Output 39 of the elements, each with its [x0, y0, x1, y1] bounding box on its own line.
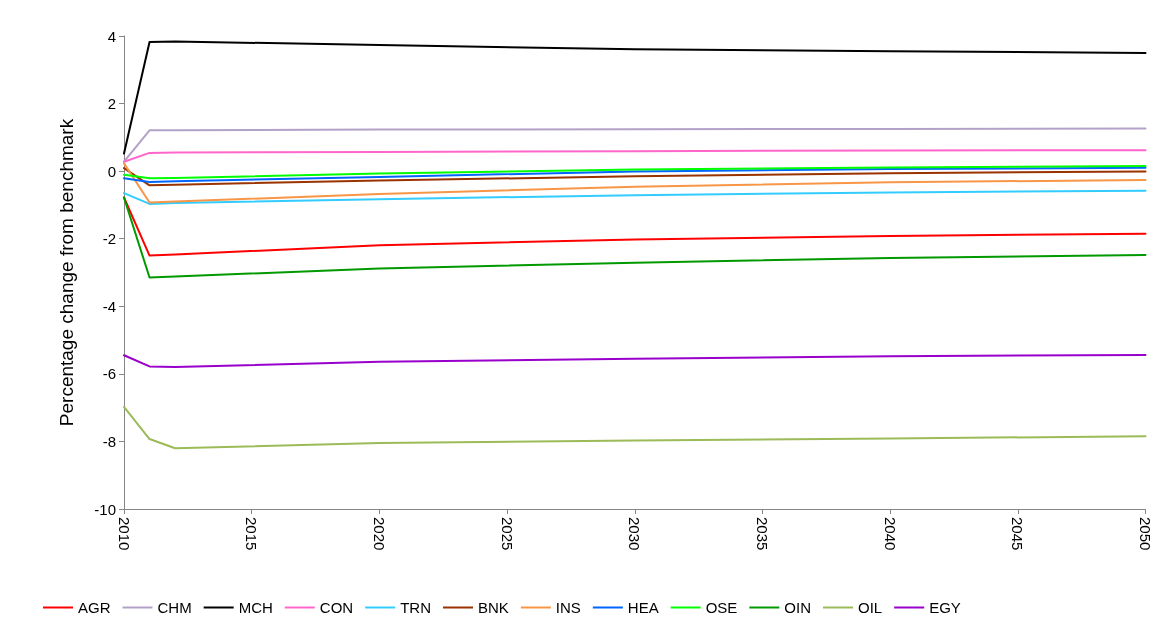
legend-label: INS	[555, 599, 581, 616]
legend-label: OSE	[705, 599, 738, 616]
legend-label: TRN	[400, 599, 431, 616]
y-tick-label: -10	[94, 500, 116, 518]
y-tick-label: 2	[107, 95, 116, 113]
y-tick-label: -2	[102, 230, 116, 248]
y-tick-label: -6	[102, 365, 116, 383]
line-series	[123, 149, 1147, 163]
legend-label: CHM	[157, 599, 192, 616]
line-series	[123, 405, 1147, 450]
legend-label: AGR	[78, 599, 111, 616]
y-tick-label: -8	[102, 432, 116, 450]
x-tick-label: 2015	[243, 517, 261, 551]
x-tick-label: 2045	[1009, 517, 1027, 551]
line-series	[123, 127, 1147, 163]
line-series	[123, 353, 1147, 369]
x-tick-label: 2030	[626, 517, 644, 551]
y-tick-label: 0	[107, 162, 116, 180]
line-series	[123, 196, 1147, 257]
legend-label: OIN	[784, 599, 812, 616]
line-series	[123, 162, 1147, 204]
x-tick-label: 2040	[881, 517, 899, 551]
x-tick-label: 2020	[370, 517, 388, 551]
line-series	[123, 189, 1147, 205]
y-tick-label: -4	[102, 297, 116, 315]
x-tick-label: 2050	[1137, 517, 1154, 551]
y-axis-title: Percentage change from benchmark	[56, 118, 77, 427]
legend-label: EGY	[929, 599, 961, 616]
legend-label: HEA	[627, 599, 659, 616]
line-series	[123, 196, 1147, 279]
legend-label: OIL	[858, 599, 883, 616]
legend-label: CON	[319, 599, 354, 616]
x-tick-label: 2010	[115, 517, 133, 551]
legend-label: MCH	[238, 599, 273, 616]
line-series	[123, 40, 1147, 155]
x-tick-label: 2025	[498, 517, 516, 551]
x-tick-label: 2035	[753, 517, 771, 551]
y-tick-label: 4	[107, 27, 116, 45]
legend-label: BNK	[477, 599, 509, 616]
